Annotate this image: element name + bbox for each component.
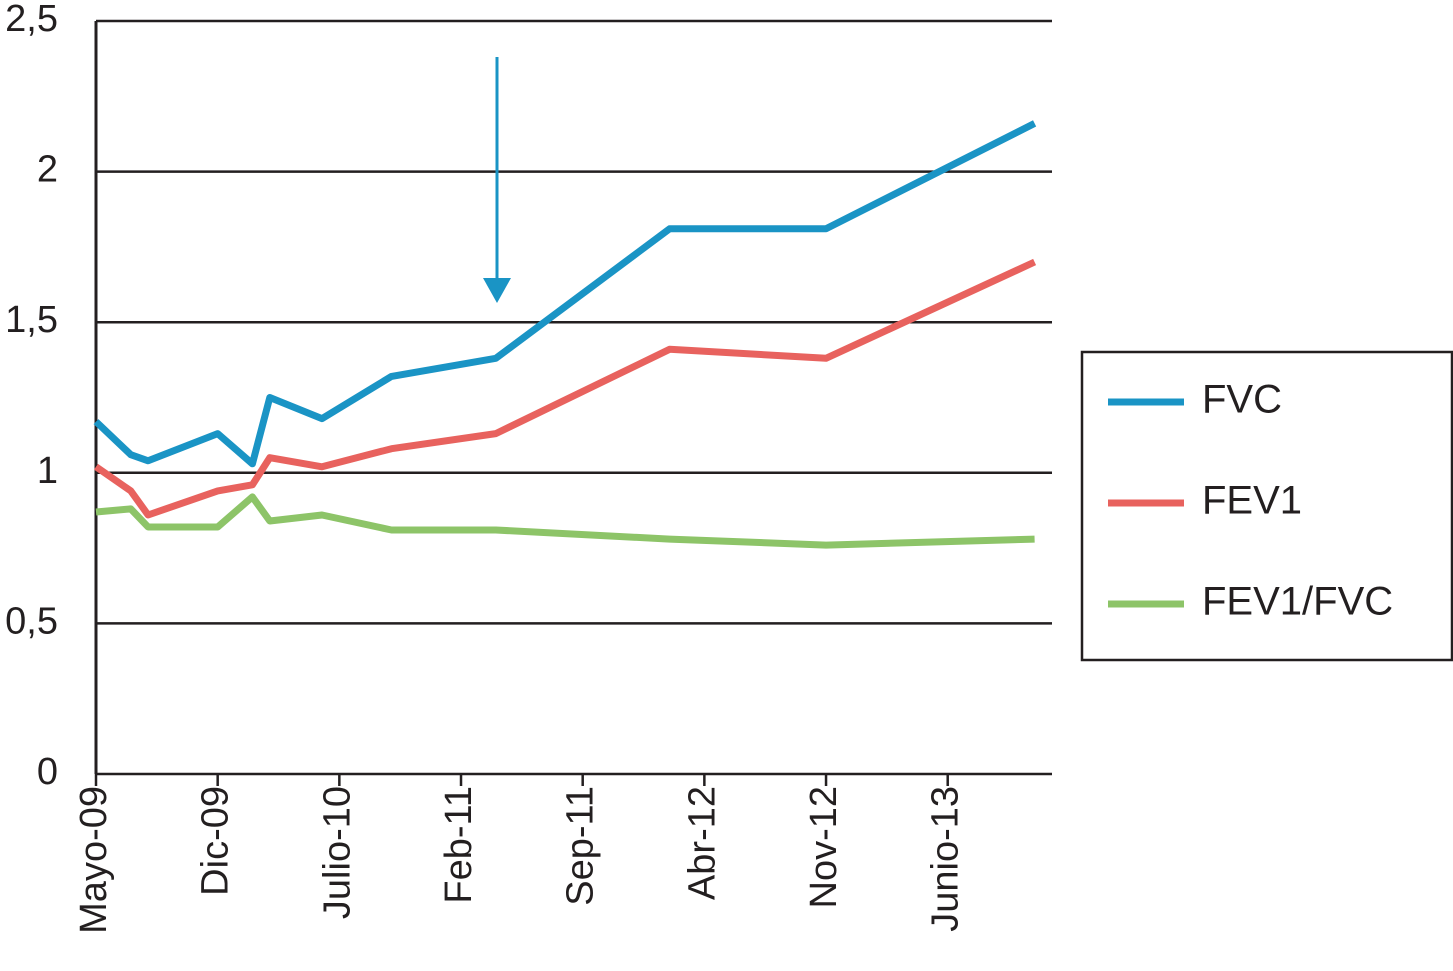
y-tick-label: 2 [37,149,58,191]
y-tick-label: 1 [37,450,58,492]
x-tick-label: Julio-10 [316,786,358,919]
legend-label: FEV1 [1202,479,1302,523]
series-line [95,493,1035,549]
y-tick-label: 2,5 [5,0,58,40]
x-tick-label: Mayo-09 [73,786,115,934]
series-line [93,120,1037,468]
x-tick-label: Abr-12 [681,786,723,900]
x-tick-label: Nov-12 [803,786,845,909]
series-line [94,258,1037,519]
y-tick-label: 0 [37,751,58,793]
x-tick-label: Junio-13 [925,786,967,932]
x-tick-label: Sep-11 [560,786,602,906]
y-tick-label: 0,5 [5,600,58,642]
arrow-head [483,278,511,303]
y-tick-label: 1,5 [5,299,58,341]
legend-label: FVC [1202,378,1282,422]
legend-label: FEV1/FVC [1202,580,1393,624]
x-tick-label: Feb-11 [438,786,480,904]
x-tick-label: Dic-09 [195,786,237,896]
